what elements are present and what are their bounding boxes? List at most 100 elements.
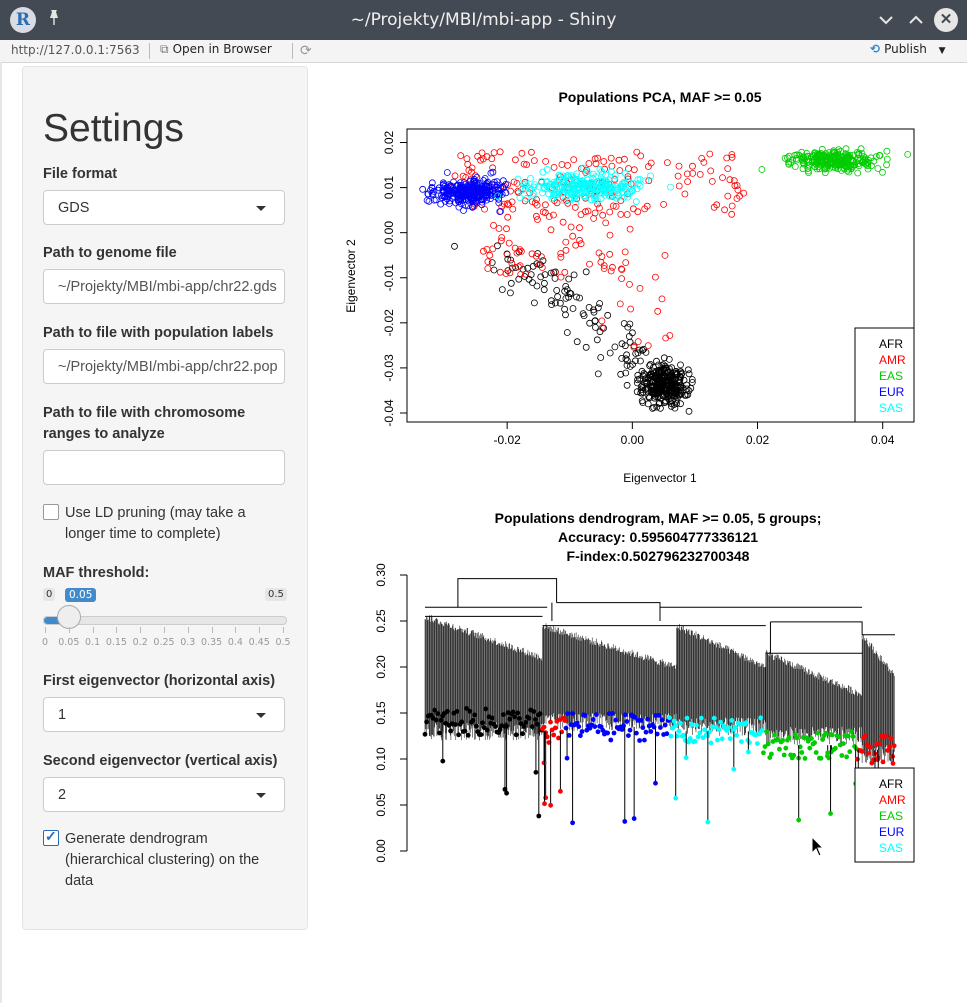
pca-point	[515, 275, 523, 283]
dendrogram-y-tick-label: 0.20	[374, 655, 388, 679]
pca-point	[569, 232, 577, 240]
dendrogram-leaf	[755, 741, 760, 746]
dendrogram-cluster	[861, 634, 895, 764]
dendrogram-leaf	[891, 743, 897, 749]
dendrogram-leaf	[433, 717, 439, 723]
pca-point	[728, 202, 736, 210]
pca-point	[461, 192, 469, 199]
pca-point	[600, 265, 608, 272]
pca-point	[554, 293, 562, 301]
pca-point	[640, 345, 648, 353]
pca-point	[578, 184, 586, 192]
dendrogram-leaf	[438, 717, 444, 723]
pca-point	[577, 240, 585, 248]
pca-point	[643, 202, 651, 210]
close-icon[interactable]: ✕	[934, 8, 958, 32]
dendrogram-leaf	[791, 752, 797, 758]
file-format-select[interactable]: GDS	[43, 190, 285, 225]
dendrogram-checkbox[interactable]	[43, 828, 59, 846]
pca-point	[569, 305, 577, 312]
ld-pruning-checkbox[interactable]	[43, 504, 59, 520]
dendrogram-leaf	[626, 733, 631, 738]
url-text[interactable]: http://127.0.0.1:7563	[11, 43, 140, 57]
pca-point	[538, 177, 546, 185]
labels-path-input[interactable]: ~/Projekty/MBI/mbi-app/chr22.pop	[43, 349, 285, 384]
pca-point	[609, 202, 617, 210]
pca-point	[527, 271, 535, 279]
pca-point	[513, 180, 521, 187]
dendrogram-leaf	[621, 723, 626, 729]
dendrogram-leaf	[732, 725, 738, 730]
pca-point	[568, 194, 576, 202]
pca-point	[719, 174, 726, 181]
dendrogram-leaf	[786, 735, 792, 741]
dendrogram-label: Generate dendrogram (hierarchical cluste…	[65, 831, 260, 889]
refresh-icon[interactable]: ⟳	[300, 42, 312, 58]
pca-point	[508, 198, 516, 206]
dendrogram-leaf	[764, 729, 769, 735]
open-in-browser-button[interactable]: ⧉ Open in Browser	[160, 42, 272, 57]
pca-point	[537, 273, 545, 281]
pin-icon[interactable]	[46, 9, 64, 29]
dendrogram-legend-entry: SAS	[879, 841, 903, 855]
pca-x-tick-label: 0.02	[746, 433, 770, 447]
pca-point	[518, 149, 526, 157]
dendrogram-leaf	[643, 729, 649, 735]
minimize-icon[interactable]	[874, 8, 898, 32]
pca-point	[827, 155, 834, 163]
ranges-path-input[interactable]	[43, 450, 285, 485]
maf-slider-track[interactable]	[43, 616, 287, 625]
pca-point	[598, 317, 606, 325]
dendrogram-leaf	[592, 724, 598, 729]
eig1-select[interactable]: 1	[43, 697, 285, 732]
dendrogram-leaf	[664, 731, 670, 737]
pca-point	[457, 152, 465, 159]
pca-point	[463, 182, 471, 189]
dendrogram-branches	[424, 615, 543, 741]
pca-point	[493, 242, 501, 250]
pca-point	[627, 305, 635, 313]
pca-point	[879, 168, 886, 176]
dendrogram-leaf	[802, 756, 808, 761]
dendrogram-leaf	[888, 736, 894, 741]
pca-point	[630, 343, 638, 351]
settings-title: Settings	[43, 107, 184, 150]
dendrogram-leaf	[556, 735, 561, 741]
dendrogram-leaf	[619, 727, 625, 732]
pca-point	[561, 287, 569, 295]
pca-point	[499, 177, 507, 185]
pca-point	[551, 274, 559, 282]
dendrogram-leaf	[642, 737, 647, 743]
dendrogram-leaf	[432, 707, 437, 713]
dendrogram-leaf	[543, 795, 549, 801]
slider-tick-label: 0.15	[105, 637, 127, 648]
genome-path-input[interactable]: ~/Projekty/MBI/mbi-app/chr22.gds	[43, 269, 285, 304]
pca-point	[553, 199, 561, 207]
pca-point	[475, 193, 482, 201]
pca-point	[668, 380, 676, 388]
pca-point	[535, 261, 543, 269]
pca-point	[685, 407, 693, 415]
pca-point	[479, 247, 487, 255]
publish-button[interactable]: ⟲ Publish ▼	[870, 42, 946, 56]
maf-slider-handle[interactable]	[57, 605, 82, 629]
eig2-select[interactable]: 2	[43, 777, 285, 812]
dendrogram-leaf	[662, 722, 668, 728]
dendrogram-leaf	[608, 737, 614, 743]
pca-point	[557, 250, 565, 257]
maximize-icon[interactable]	[904, 8, 928, 32]
dendrogram-leaf	[537, 711, 543, 717]
slider-tick-label: 0.1	[85, 637, 101, 648]
dendrogram-leaf	[758, 715, 763, 721]
pca-point	[835, 154, 843, 161]
pca-xlabel: Eigenvector 1	[623, 471, 697, 485]
pca-legend-box	[854, 327, 915, 423]
pca-point	[723, 154, 731, 162]
pca-point	[644, 400, 652, 408]
dendrogram-leaf	[564, 755, 570, 761]
pca-point	[552, 191, 560, 199]
pca-point	[457, 196, 465, 204]
pca-point	[633, 148, 641, 156]
pca-y-tick-label: -0.03	[382, 354, 396, 382]
pca-point	[578, 189, 586, 197]
